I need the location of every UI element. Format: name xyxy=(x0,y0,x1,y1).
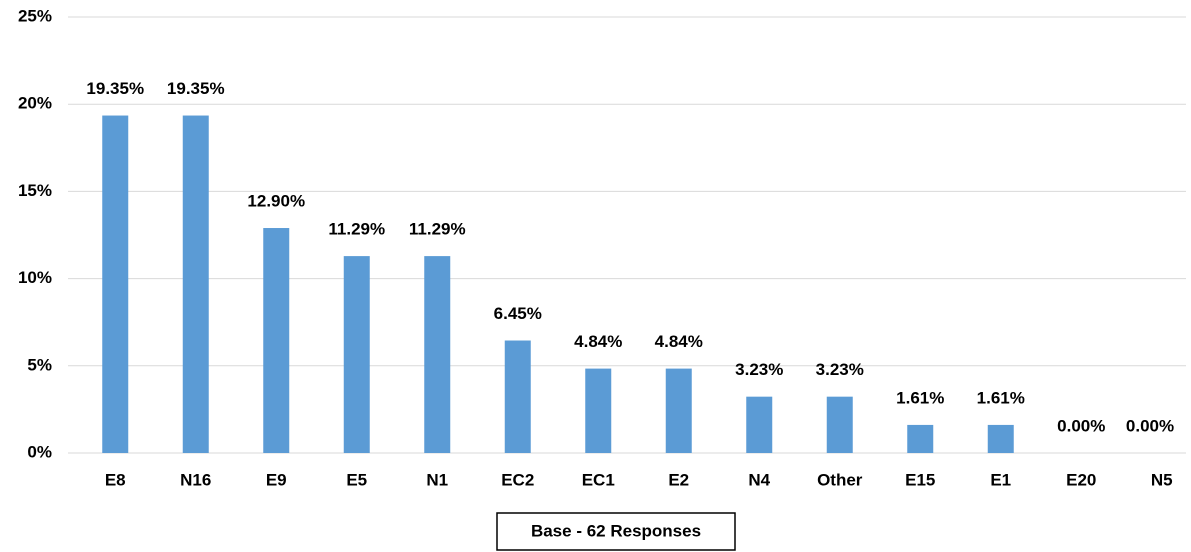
bar xyxy=(102,115,129,453)
bar xyxy=(746,396,773,453)
value-label: 4.84% xyxy=(574,332,622,351)
x-tick-label: E8 xyxy=(105,470,126,489)
bar xyxy=(665,368,692,453)
bar xyxy=(263,228,290,453)
x-tick-label: E5 xyxy=(346,470,367,489)
x-tick-label: E20 xyxy=(1066,470,1096,489)
value-label: 12.90% xyxy=(247,192,305,211)
bar xyxy=(504,340,531,453)
value-label: 1.61% xyxy=(977,388,1025,407)
x-tick-label: E1 xyxy=(990,470,1011,489)
bar xyxy=(182,115,209,453)
y-tick-label: 20% xyxy=(18,94,52,113)
bar xyxy=(907,424,934,453)
value-label: 11.29% xyxy=(328,220,385,239)
value-label: 0.00% xyxy=(1126,416,1174,435)
x-tick-label: N16 xyxy=(180,470,211,489)
bar xyxy=(424,256,451,453)
bar xyxy=(826,396,853,453)
y-tick-label: 0% xyxy=(27,442,52,461)
x-tick-label: E9 xyxy=(266,470,287,489)
x-label-box xyxy=(496,512,736,551)
value-label: 19.35% xyxy=(167,79,225,98)
y-tick-label: 10% xyxy=(18,268,52,287)
value-label: 19.35% xyxy=(86,79,144,98)
x-tick-label: EC2 xyxy=(501,470,534,489)
value-label: 1.61% xyxy=(896,388,944,407)
y-tick-label: 15% xyxy=(18,181,52,200)
y-tick-label: 5% xyxy=(27,355,52,374)
x-tick-label: EC1 xyxy=(582,470,615,489)
bar xyxy=(343,256,370,453)
value-label: 11.29% xyxy=(409,220,466,239)
bar xyxy=(585,368,612,453)
x-tick-label: N5 xyxy=(1151,470,1173,489)
x-tick-label: E2 xyxy=(668,470,689,489)
x-tick-label: E15 xyxy=(905,470,935,489)
value-label: 6.45% xyxy=(494,304,542,323)
value-label: 3.23% xyxy=(816,360,864,379)
x-tick-label: N1 xyxy=(426,470,448,489)
value-label: 3.23% xyxy=(735,360,783,379)
value-label: 4.84% xyxy=(655,332,703,351)
y-tick-label: 25% xyxy=(18,6,52,25)
x-tick-label: N4 xyxy=(748,470,770,489)
value-label: 0.00% xyxy=(1057,416,1105,435)
x-tick-label: Other xyxy=(817,470,863,489)
bar xyxy=(987,424,1014,453)
x-axis-label: Base - 62 Responses xyxy=(531,521,701,540)
